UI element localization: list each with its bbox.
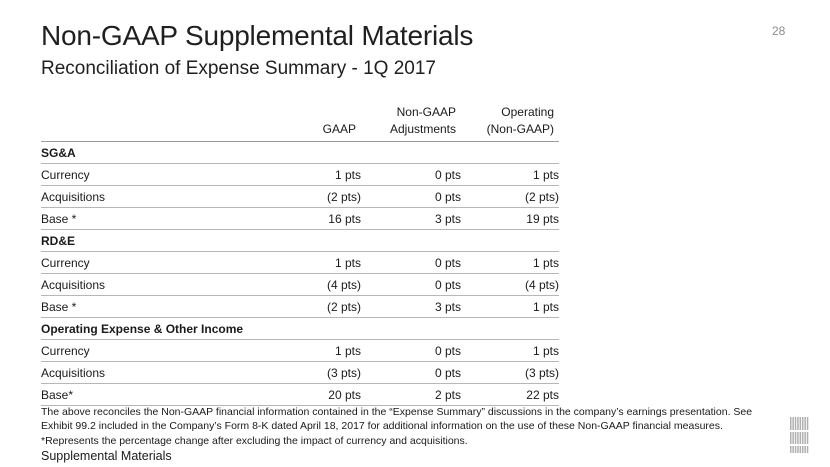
reconciliation-footnote: The above reconciles the Non-GAAP financ… xyxy=(41,406,753,432)
row-label: Base* xyxy=(41,383,261,406)
header-operating-line2: (Non-GAAP) xyxy=(486,122,554,136)
header-adjustments-line2: Adjustments xyxy=(389,122,456,136)
gaap-cell: 16 pts xyxy=(261,207,361,230)
operating-cell: 1 pts xyxy=(461,339,559,362)
gaap-cell: (2 pts) xyxy=(261,295,361,318)
adjustment-cell: 2 pts xyxy=(361,383,461,406)
gaap-cell: (4 pts) xyxy=(261,273,361,296)
section-label: Operating Expense & Other Income xyxy=(41,317,559,340)
adjustment-cell: 0 pts xyxy=(361,361,461,384)
header-gaap-line2: GAAP xyxy=(322,122,356,136)
page-number: 28 xyxy=(772,24,786,38)
section-label: SG&A xyxy=(41,141,559,164)
adjustment-cell: 0 pts xyxy=(361,163,461,186)
operating-cell: (4 pts) xyxy=(461,273,559,296)
header-operating: Operating (Non-GAAP) xyxy=(461,100,559,142)
gaap-cell: 20 pts xyxy=(261,383,361,406)
row-label: Currency xyxy=(41,251,261,274)
section-row-rde: RD&E xyxy=(41,229,559,252)
operating-cell: 22 pts xyxy=(461,383,559,406)
row-label: Acquisitions xyxy=(41,273,261,296)
operating-cell: 1 pts xyxy=(461,163,559,186)
adjustment-cell: 0 pts xyxy=(361,273,461,296)
operating-cell: (3 pts) xyxy=(461,361,559,384)
row-label: Acquisitions xyxy=(41,185,261,208)
table-row: Acquisitions (4 pts) 0 pts (4 pts) xyxy=(41,273,559,296)
ibm-logo-icon xyxy=(790,417,809,453)
table-row: Base* 20 pts 2 pts 22 pts xyxy=(41,383,559,406)
gaap-cell: (3 pts) xyxy=(261,361,361,384)
adjustment-cell: 0 pts xyxy=(361,185,461,208)
gaap-cell: (2 pts) xyxy=(261,185,361,208)
row-label: Currency xyxy=(41,163,261,186)
row-label: Base * xyxy=(41,207,261,230)
adjustment-cell: 0 pts xyxy=(361,251,461,274)
footer-label: Supplemental Materials xyxy=(41,449,172,463)
table-row: Base * 16 pts 3 pts 19 pts xyxy=(41,207,559,230)
page-subtitle: Reconciliation of Expense Summary - 1Q 2… xyxy=(41,58,436,79)
table-header-row: GAAP Non-GAAP Adjustments Operating (Non… xyxy=(41,100,559,142)
row-label: Acquisitions xyxy=(41,361,261,384)
table-row: Acquisitions (2 pts) 0 pts (2 pts) xyxy=(41,185,559,208)
page-title: Non-GAAP Supplemental Materials xyxy=(41,20,474,51)
gaap-cell: 1 pts xyxy=(261,251,361,274)
gaap-cell: 1 pts xyxy=(261,163,361,186)
operating-cell: (2 pts) xyxy=(461,185,559,208)
reconciliation-table: GAAP Non-GAAP Adjustments Operating (Non… xyxy=(41,100,559,406)
adjustment-cell: 0 pts xyxy=(361,339,461,362)
table-row: Currency 1 pts 0 pts 1 pts xyxy=(41,339,559,362)
gaap-cell: 1 pts xyxy=(261,339,361,362)
table-row: Currency 1 pts 0 pts 1 pts xyxy=(41,251,559,274)
header-adjustments: Non-GAAP Adjustments xyxy=(361,100,461,142)
header-operating-line1: Operating xyxy=(501,105,554,119)
asterisk-footnote: *Represents the percentage change after … xyxy=(41,435,468,447)
table-row: Currency 1 pts 0 pts 1 pts xyxy=(41,163,559,186)
operating-cell: 1 pts xyxy=(461,251,559,274)
table-row: Acquisitions (3 pts) 0 pts (3 pts) xyxy=(41,361,559,384)
section-row-sga: SG&A xyxy=(41,141,559,164)
adjustment-cell: 3 pts xyxy=(361,207,461,230)
table-row: Base * (2 pts) 3 pts 1 pts xyxy=(41,295,559,318)
row-label: Base * xyxy=(41,295,261,318)
section-label: RD&E xyxy=(41,229,559,252)
operating-cell: 19 pts xyxy=(461,207,559,230)
section-row-operating-expense: Operating Expense & Other Income xyxy=(41,317,559,340)
row-label: Currency xyxy=(41,339,261,362)
operating-cell: 1 pts xyxy=(461,295,559,318)
header-gaap: GAAP xyxy=(261,100,361,142)
header-label-column xyxy=(41,100,261,142)
header-adjustments-line1: Non-GAAP xyxy=(396,105,456,119)
adjustment-cell: 3 pts xyxy=(361,295,461,318)
